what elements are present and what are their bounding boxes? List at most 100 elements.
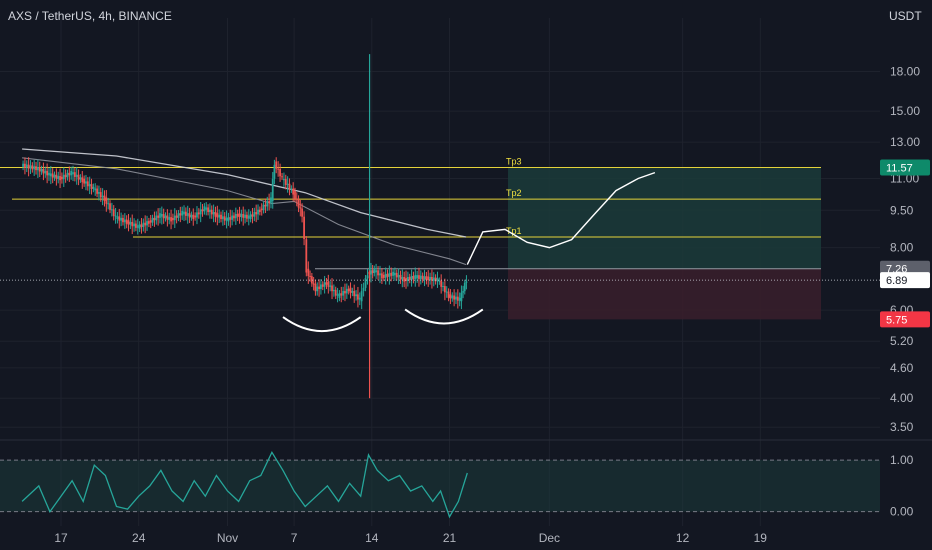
candle-body bbox=[329, 285, 332, 287]
candle-body bbox=[440, 280, 443, 287]
candle-body bbox=[172, 217, 174, 221]
candle-body bbox=[270, 197, 272, 203]
candle-body bbox=[442, 286, 444, 288]
candle-body bbox=[421, 275, 424, 280]
candle-body bbox=[40, 168, 43, 172]
date-tick-label: 14 bbox=[365, 531, 379, 545]
candle-body bbox=[48, 172, 50, 176]
candle-body bbox=[347, 288, 350, 292]
candle-body bbox=[31, 165, 34, 170]
indicator-line bbox=[21, 450, 468, 519]
candle-body bbox=[105, 197, 108, 204]
candle-body bbox=[33, 166, 36, 170]
projection-path bbox=[466, 171, 656, 265]
candle-body bbox=[218, 214, 221, 218]
candle-body bbox=[262, 204, 265, 211]
candle-body bbox=[305, 239, 308, 273]
date-tick-label: 17 bbox=[54, 531, 68, 545]
candle-body bbox=[395, 272, 398, 278]
candle-body bbox=[190, 214, 193, 218]
candle-body bbox=[51, 173, 54, 178]
candle-body bbox=[371, 270, 374, 274]
candle-body bbox=[166, 215, 169, 220]
last-price-badge-text: 6.89 bbox=[886, 275, 907, 287]
moving-averages bbox=[22, 148, 467, 266]
candle-body bbox=[103, 195, 106, 201]
candle-body bbox=[201, 209, 204, 212]
candle-body bbox=[244, 214, 246, 218]
candle-body bbox=[129, 221, 132, 225]
pattern-arc-1 bbox=[282, 316, 362, 333]
candle-body bbox=[90, 184, 93, 189]
candle-body bbox=[342, 291, 345, 296]
position-zones bbox=[315, 167, 821, 320]
currency-label: USDT bbox=[889, 9, 922, 23]
candle-body bbox=[114, 215, 117, 217]
candle-body bbox=[55, 174, 58, 179]
candle-body bbox=[86, 181, 89, 187]
candle-body bbox=[431, 276, 433, 281]
candle-body bbox=[110, 209, 113, 211]
candle-body bbox=[149, 220, 152, 223]
candle-body bbox=[410, 275, 413, 280]
candle-body bbox=[61, 176, 63, 180]
candle-body bbox=[194, 215, 197, 218]
candle-body bbox=[146, 221, 148, 226]
candle-body bbox=[125, 219, 128, 224]
candle-body bbox=[438, 280, 441, 282]
take-profit-badge-text: 11.57 bbox=[886, 162, 913, 174]
candle-body bbox=[36, 167, 39, 171]
candle-body bbox=[397, 274, 400, 278]
candle-body bbox=[220, 214, 222, 220]
candle-body bbox=[238, 213, 241, 218]
grid-lines bbox=[0, 18, 932, 526]
candle-body bbox=[123, 219, 126, 223]
indicator-pane[interactable] bbox=[0, 450, 880, 519]
candle-body bbox=[160, 213, 163, 217]
price-tick-label: 5.20 bbox=[890, 334, 914, 348]
candle-body bbox=[64, 174, 67, 178]
candle-body bbox=[260, 208, 263, 211]
candle-body bbox=[379, 273, 381, 276]
ma-fast-line bbox=[22, 157, 467, 266]
candle-body bbox=[49, 173, 52, 177]
profit-zone bbox=[508, 167, 821, 269]
candle-body bbox=[362, 287, 365, 292]
level-tp1-label: Tp1 bbox=[506, 226, 522, 236]
candle-body bbox=[35, 166, 37, 171]
candle-body bbox=[236, 213, 239, 217]
candle-body bbox=[434, 277, 437, 282]
candle-body bbox=[183, 211, 185, 215]
candle-body bbox=[460, 292, 463, 302]
level-tp3-label: Tp3 bbox=[506, 156, 522, 166]
candle-body bbox=[355, 294, 357, 297]
candle-body bbox=[275, 161, 278, 169]
candle-body bbox=[81, 177, 84, 183]
candle-body bbox=[408, 276, 411, 280]
candle-body bbox=[419, 275, 422, 279]
candle-body bbox=[336, 294, 339, 296]
candle-body bbox=[386, 273, 389, 277]
price-series[interactable] bbox=[0, 54, 880, 399]
candle-body bbox=[27, 164, 30, 169]
candle-body bbox=[184, 211, 187, 216]
candle-body bbox=[427, 276, 430, 281]
candle-body bbox=[247, 215, 250, 219]
candle-body bbox=[251, 214, 254, 217]
candle-body bbox=[388, 272, 391, 277]
candle-body bbox=[122, 217, 124, 223]
candle-body bbox=[283, 179, 285, 181]
candle-body bbox=[131, 221, 134, 227]
candle-body bbox=[412, 275, 415, 279]
candle-body bbox=[246, 214, 248, 219]
candle-body bbox=[199, 209, 202, 215]
candle-body bbox=[257, 209, 259, 215]
candle-body bbox=[286, 183, 289, 185]
candle-body bbox=[465, 281, 468, 283]
candle-body bbox=[249, 214, 252, 220]
candle-body bbox=[344, 291, 346, 294]
candle-body bbox=[73, 172, 76, 177]
candle-body bbox=[258, 209, 261, 213]
candle-body bbox=[447, 291, 450, 298]
